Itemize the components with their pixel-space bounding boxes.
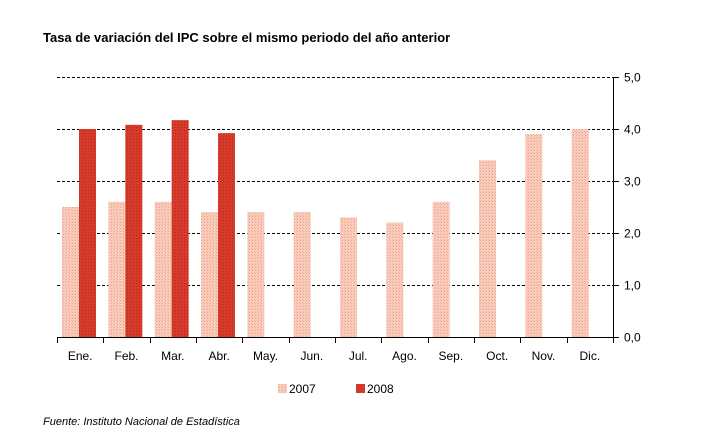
y-tick-label: 2,0 [624, 227, 641, 241]
bar-2008-abr [218, 133, 235, 337]
y-tick-label: 0,0 [624, 331, 641, 345]
x-tick-label: Oct. [486, 349, 508, 363]
x-tick-label: Ene. [68, 349, 93, 363]
bar-2007-sep [432, 201, 450, 337]
x-tick-label: Jul. [349, 349, 368, 363]
y-tick-label: 3,0 [624, 175, 641, 189]
x-tick-label: Jun. [300, 349, 323, 363]
x-tick-label: May. [253, 349, 278, 363]
source-note: Fuente: Instituto Nacional de Estadístic… [43, 416, 240, 428]
gridlines [57, 77, 613, 286]
legend: 2007 2008 [278, 382, 394, 396]
bar-2007-ene [62, 207, 79, 337]
bar-2007-may [247, 212, 265, 337]
y-tick-label: 5,0 [624, 71, 641, 85]
axes: 0,0 1,0 2,0 3,0 4,0 5,0 Ene. Feb. Mar. Abr. May. Ju… [57, 71, 641, 363]
x-tick-label: Mar. [161, 349, 184, 363]
bar-2007-feb [108, 201, 126, 337]
x-tick-label: Abr. [208, 349, 229, 363]
bar-2007-ago [386, 222, 404, 337]
bar-2007-abr [201, 212, 218, 337]
y-tick-label: 1,0 [624, 279, 641, 293]
bar-2007-jun [293, 212, 311, 337]
bars [62, 120, 589, 337]
bar-2007-dic [571, 129, 589, 337]
legend-label-2008: 2008 [367, 382, 394, 396]
bar-2008-feb [125, 124, 143, 337]
bar-2007-jul [340, 217, 357, 337]
x-tick-label: Sep. [438, 349, 463, 363]
legend-swatch-2007 [278, 384, 287, 393]
x-tick-label: Nov. [532, 349, 556, 363]
bar-2007-oct [479, 160, 496, 337]
bar-2008-ene [79, 129, 96, 337]
chart-title: Tasa de variación del IPC sobre el mismo… [43, 30, 451, 45]
x-tick-label: Feb. [114, 349, 138, 363]
bar-2008-mar [171, 120, 189, 337]
y-tick-label: 4,0 [624, 123, 641, 137]
x-tick-label: Dic. [579, 349, 600, 363]
legend-label-2007: 2007 [289, 382, 316, 396]
bar-2007-nov [525, 134, 543, 337]
legend-swatch-2008 [356, 384, 365, 393]
x-tick-label: Ago. [392, 349, 417, 363]
bar-2007-mar [154, 201, 172, 337]
